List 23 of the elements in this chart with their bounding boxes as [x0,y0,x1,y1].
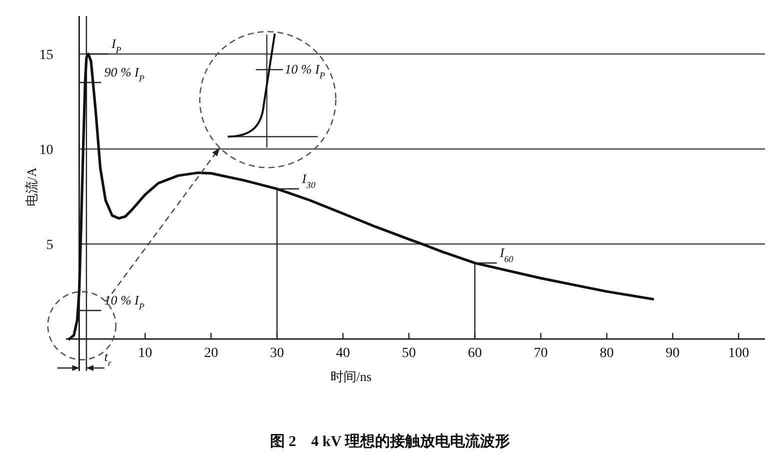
x-tick-label: 10 [138,346,152,361]
x-tick-label: 60 [468,346,482,361]
x-tick-label: 30 [270,346,284,361]
annotation: I$_{30}$ [301,170,316,190]
annotation: 10 % I$_{P}$ [284,62,326,81]
x-tick-label: 80 [600,346,614,361]
x-tick-label: 100 [728,346,750,361]
annotation: 10 % I$_{P}$ [104,292,145,312]
annotation: I$_{P}$ [110,36,122,55]
y-tick-label: 10 [39,143,54,158]
y-tick-label: 15 [39,48,54,63]
x-tick-label: 50 [402,346,416,361]
annotation: I$_{60}$ [498,245,514,264]
x-tick-label: 20 [204,346,218,361]
x-tick-label: 70 [534,346,548,361]
annotation: 90 % I$_{P}$ [104,64,145,84]
x-tick-label: 90 [666,346,680,361]
text: t$_{r}$ [104,349,112,368]
text: 图 2 4 kV 理想的接触放电电流波形 [270,432,510,450]
y-tick-label: 5 [46,238,54,253]
x-tick-label: 40 [336,346,350,361]
y-axis-title: 电流/A [24,166,39,206]
x-axis-title: 时间/ns [330,369,372,384]
